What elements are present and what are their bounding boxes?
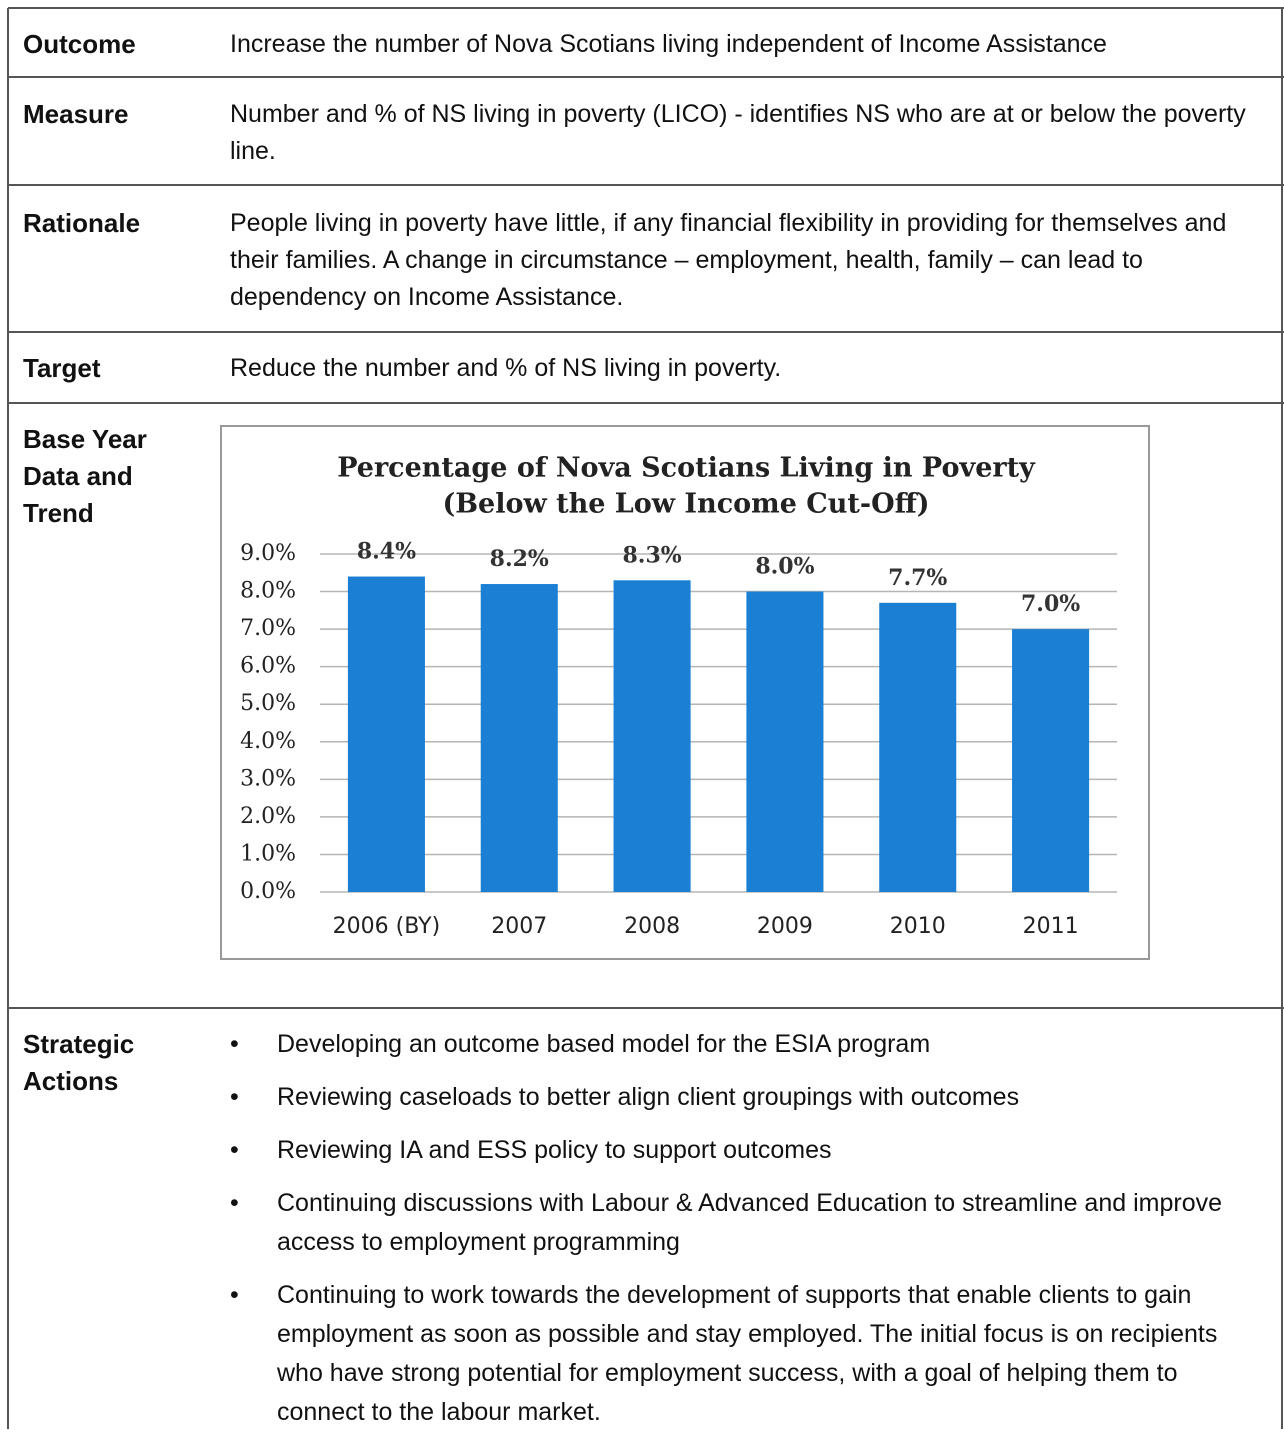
y-tick-label: 3.0% (240, 766, 296, 791)
bar (480, 584, 558, 892)
data-label: 8.0% (755, 554, 814, 580)
y-tick-label: 1.0% (240, 841, 296, 866)
row-label: Base Year Data and Trend (23, 424, 147, 528)
action-item: Reviewing IA and ESS policy to support o… (230, 1131, 1230, 1170)
row-label: Strategic Actions (23, 1029, 135, 1096)
action-item: Developing an outcome based model for th… (230, 1025, 1230, 1064)
row-border (8, 7, 1284, 9)
action-item: Continuing to work towards the developme… (230, 1276, 1230, 1432)
action-item: Reviewing caseloads to better align clie… (230, 1078, 1230, 1117)
row-text: People living in poverty have little, if… (230, 209, 1227, 311)
action-item: Continuing discussions with Labour & Adv… (230, 1184, 1230, 1262)
x-tick-label: 2007 (491, 914, 547, 939)
bar (347, 576, 425, 892)
row-label: Outcome (23, 29, 136, 59)
row-text: Reduce the number and % of NS living in … (230, 354, 782, 382)
data-label: 7.7% (888, 565, 947, 591)
row-label: Measure (23, 99, 129, 129)
row-text: Number and % of NS living in poverty (LI… (230, 100, 1246, 165)
table-border (7, 8, 9, 1429)
chart: Percentage of Nova Scotians Living in Po… (240, 453, 1117, 939)
y-tick-label: 0.0% (240, 879, 296, 904)
row-border (8, 1007, 1284, 1009)
row-border (8, 331, 1284, 333)
row-label: Target (23, 353, 101, 383)
data-label: 8.4% (357, 539, 416, 565)
action-list: Developing an outcome based model for th… (230, 1025, 1230, 1446)
y-tick-label: 5.0% (240, 691, 296, 716)
y-tick-label: 4.0% (240, 729, 296, 754)
bar (746, 591, 824, 892)
row-text: Increase the number of Nova Scotians liv… (230, 30, 1107, 58)
data-label: 8.3% (622, 542, 681, 568)
x-tick-label: 2009 (757, 914, 813, 939)
row-border (8, 402, 1284, 404)
y-tick-label: 9.0% (240, 541, 296, 566)
table-border (1281, 8, 1283, 1429)
chart-title: (Below the Low Income Cut-Off) (442, 489, 929, 520)
row-label: Rationale (23, 208, 141, 238)
chart-title: Percentage of Nova Scotians Living in Po… (337, 453, 1036, 484)
y-tick-label: 7.0% (240, 616, 296, 641)
bar (879, 602, 957, 892)
x-tick-label: 2006 (BY) (333, 914, 440, 939)
row-border (8, 76, 1284, 78)
bar (1012, 629, 1090, 892)
y-tick-label: 6.0% (240, 654, 296, 679)
y-tick-label: 8.0% (240, 579, 296, 604)
chart-frame: Percentage of Nova Scotians Living in Po… (220, 425, 1150, 960)
row-border (8, 184, 1284, 186)
bar (613, 580, 691, 892)
data-label: 8.2% (490, 546, 549, 572)
data-label: 7.0% (1021, 591, 1080, 617)
y-tick-label: 2.0% (240, 804, 296, 829)
x-tick-label: 2010 (890, 914, 946, 939)
x-tick-label: 2011 (1023, 914, 1079, 939)
x-tick-label: 2008 (624, 914, 680, 939)
